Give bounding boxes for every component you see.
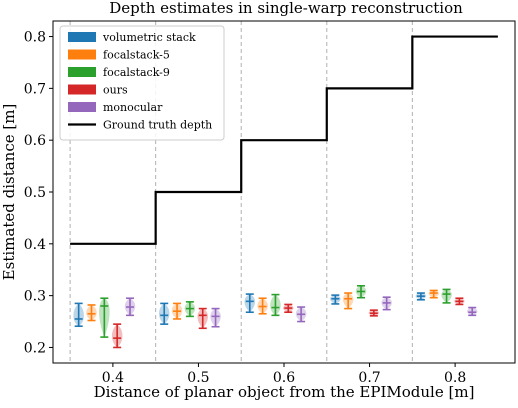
legend-label: volumetric stack	[102, 31, 196, 44]
violin-ours-2	[283, 303, 294, 314]
violin-focalstack-9-3	[355, 284, 367, 299]
violin-focalstack-9-2	[270, 293, 281, 317]
violin-monocular-1	[210, 307, 221, 328]
y-tick-label-3: 0.5	[24, 185, 46, 201]
violin-monocular-0	[124, 297, 136, 317]
y-axis-label: Estimated distance [m]	[0, 104, 18, 281]
ground-truth-line	[70, 35, 498, 245]
legend-entries: volumetric stack focalstack-5 focalstack-9…	[68, 31, 212, 132]
legend-item-2: focalstack-9	[68, 66, 170, 79]
violin-monocular-3	[381, 296, 392, 311]
legend-label: focalstack-5	[103, 49, 170, 62]
y-axis: 0.2 0.3 0.4 0.5 0.6 0.7 0.8	[24, 30, 53, 356]
violin-focalstack-5-1	[171, 302, 183, 320]
y-tick-label-6: 0.8	[24, 30, 46, 46]
violin-focalstack-9-1	[184, 301, 196, 318]
violin-volumetric-stack-1	[158, 302, 170, 325]
y-tick-label-2: 0.4	[24, 237, 46, 253]
x-axis: 0.4 0.5 0.6 0.7 0.8	[102, 363, 466, 386]
legend-swatch	[68, 102, 96, 112]
legend-item-4: monocular	[68, 101, 163, 114]
y-tick-label-5: 0.7	[24, 81, 46, 97]
violin-focalstack-5-3	[342, 292, 354, 310]
x-tick-label-2: 0.6	[273, 370, 295, 386]
x-tick-label-0: 0.4	[102, 370, 124, 386]
violin-focalstack-5-0	[86, 304, 97, 322]
x-axis-label: Distance of planar object from the EPIMo…	[94, 383, 475, 401]
legend-item-5: Ground truth depth	[68, 119, 212, 132]
violin-ours-0	[111, 323, 123, 349]
legend-swatch	[68, 67, 96, 77]
ground-truth-layer	[70, 35, 498, 245]
violin-monocular-2	[295, 306, 307, 323]
legend-item-3: ours	[68, 84, 128, 97]
legend: volumetric stack focalstack-5 focalstack-9…	[59, 25, 225, 141]
y-tick-label-4: 0.6	[24, 133, 46, 149]
x-tick-label-3: 0.7	[358, 370, 380, 386]
legend-item-0: volumetric stack	[68, 31, 196, 44]
legend-swatch	[68, 84, 96, 95]
violin-ours-4	[454, 297, 465, 306]
legend-label: monocular	[103, 101, 163, 114]
x-tick-label-1: 0.5	[187, 370, 209, 386]
legend-swatch	[68, 49, 96, 60]
legend-swatch	[68, 32, 96, 42]
violin-volumetric-stack-3	[330, 294, 341, 305]
y-tick-label-0: 0.2	[24, 340, 46, 356]
legend-item-1: focalstack-5	[68, 49, 170, 62]
violin-volumetric-stack-4	[415, 292, 427, 301]
violin-focalstack-9-4	[441, 288, 452, 304]
violin-ours-3	[368, 309, 380, 317]
violin-focalstack-5-4	[428, 289, 439, 299]
violin-focalstack-5-2	[257, 297, 268, 315]
violin-ours-1	[197, 307, 208, 330]
y-tick-label-1: 0.3	[24, 289, 46, 305]
x-tick-label-4: 0.8	[444, 370, 466, 386]
violin-focalstack-9-0	[99, 297, 110, 338]
chart-title: Depth estimates in single-warp reconstru…	[109, 0, 463, 17]
legend-box	[59, 25, 225, 141]
legend-label: focalstack-9	[103, 66, 170, 79]
violin-volumetric-stack-2	[244, 293, 256, 314]
legend-label: Ground truth depth	[103, 119, 212, 132]
legend-label: ours	[103, 84, 128, 97]
violin-monocular-4	[466, 306, 478, 317]
violin-volumetric-stack-0	[73, 302, 84, 328]
violins	[73, 284, 478, 349]
